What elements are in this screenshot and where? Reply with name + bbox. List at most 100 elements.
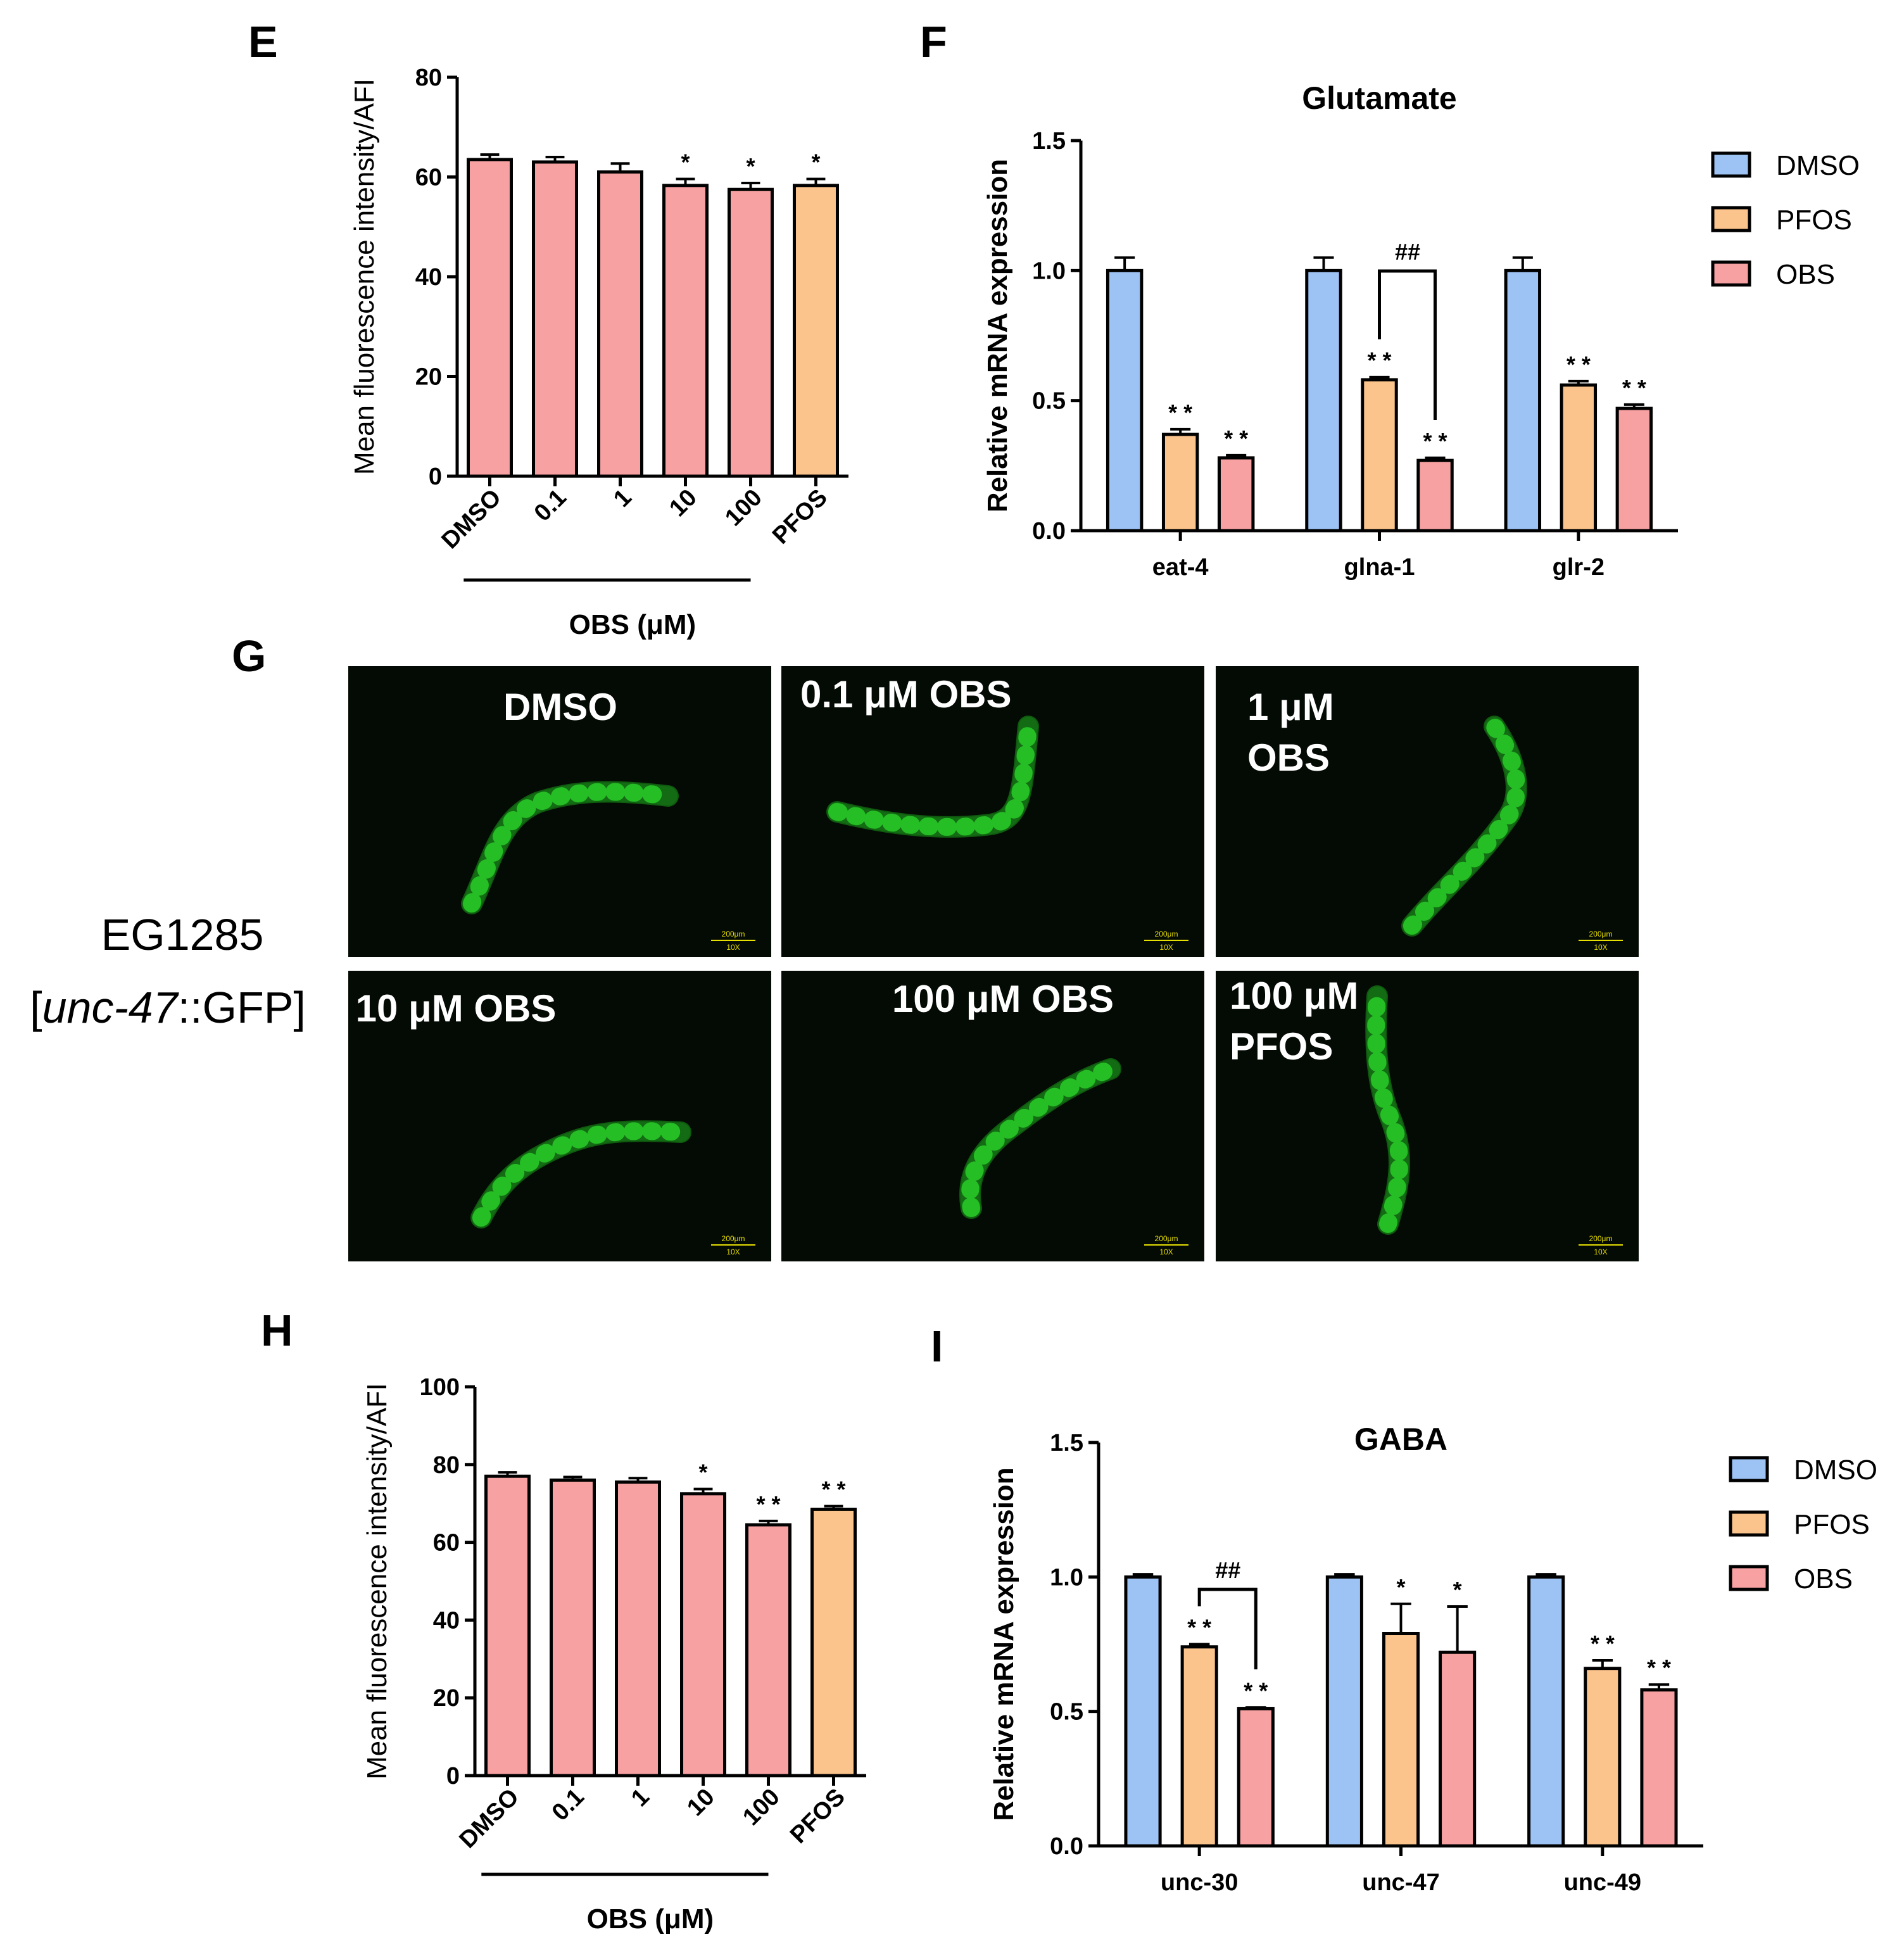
legend-swatch xyxy=(1729,1565,1769,1591)
x-tick-label: unc-49 xyxy=(1564,1869,1641,1896)
significance-label: * * xyxy=(1244,1677,1268,1703)
y-axis-title: Relative mRNA expression xyxy=(982,159,1013,512)
micrograph-tile: 1 μM OBS 200μm 10X xyxy=(1216,666,1639,957)
y-tick-label: 1.0 xyxy=(1032,258,1066,284)
micrograph-background xyxy=(348,666,771,957)
bar xyxy=(615,1480,661,1777)
panel-letter-h: H xyxy=(261,1306,293,1355)
x-tick-label: PFOS xyxy=(785,1784,850,1849)
legend-swatch xyxy=(1729,1456,1769,1482)
x-axis-title: OBS (μM) xyxy=(569,609,696,640)
bar xyxy=(1161,433,1199,533)
worm-glow xyxy=(472,1121,690,1227)
micrograph-label: 100 μM xyxy=(1230,975,1358,1017)
chart-f: 0.0 0.5 1.0 1.5 * * * * eat-4 * * * * glna-1 * * * … xyxy=(982,80,1860,581)
bar xyxy=(1180,1645,1218,1848)
bar xyxy=(1217,456,1255,533)
bar xyxy=(662,184,709,478)
significance-label: * xyxy=(681,149,690,175)
bar xyxy=(1325,1575,1363,1848)
panel-letter-i: I xyxy=(931,1322,943,1371)
bar xyxy=(1416,458,1454,533)
x-tick-label: 0.1 xyxy=(547,1784,589,1826)
x-tick-label: DMSO xyxy=(455,1784,524,1853)
bar xyxy=(1305,268,1342,533)
y-tick-label: 80 xyxy=(433,1452,460,1479)
y-axis-title: Relative mRNA expression xyxy=(988,1467,1019,1821)
legend-label: DMSO xyxy=(1794,1455,1877,1486)
bar xyxy=(1504,268,1542,533)
magnification-label: 10X xyxy=(1594,1247,1607,1256)
bar xyxy=(597,170,643,478)
strain-bracket-open: [ xyxy=(30,983,42,1032)
bracket-label: ## xyxy=(1394,239,1420,265)
magnification-label: 10X xyxy=(1594,943,1607,952)
bar xyxy=(1361,378,1398,533)
strain-suffix: ::GFP] xyxy=(178,983,306,1032)
y-tick-label: 80 xyxy=(415,65,442,91)
bracket-label: ## xyxy=(1215,1557,1240,1583)
bar xyxy=(810,1507,857,1777)
x-tick-label: DMSO xyxy=(437,484,507,554)
micrograph-label: 100 μM OBS xyxy=(892,978,1114,1020)
y-tick-label: 20 xyxy=(415,364,442,391)
micrograph-background xyxy=(781,971,1204,1261)
x-tick-label: 100 xyxy=(720,484,767,532)
worm-neurons xyxy=(828,717,1037,836)
significance-label: * * xyxy=(1622,375,1646,401)
worm-glow xyxy=(1366,987,1409,1234)
micrograph-label-line2: OBS xyxy=(1247,736,1330,779)
worm-glow xyxy=(462,782,678,913)
legend-swatch xyxy=(1711,260,1751,287)
strain-gene: unc-47 xyxy=(42,983,180,1032)
worm-glow xyxy=(961,1059,1120,1218)
scale-bar-label: 200μm xyxy=(1155,1234,1178,1243)
legend-swatch xyxy=(1729,1510,1769,1537)
chart-e: 0 20 40 60 80 DMSO 0.1 1 * 10 * 100 * PFOS OBS (μM) Mea… xyxy=(349,65,848,640)
magnification-label: 10X xyxy=(726,943,740,952)
micrograph-tile: 100 μM PFOS 200μm 10X xyxy=(1216,971,1639,1261)
scale-bar-label: 200μm xyxy=(722,930,745,938)
y-tick-label: 60 xyxy=(415,165,442,191)
y-tick-label: 60 xyxy=(433,1530,460,1556)
bar xyxy=(728,187,774,478)
panel-letter-f: F xyxy=(920,17,947,66)
bar xyxy=(1439,1650,1477,1848)
bar xyxy=(680,1492,726,1777)
legend-label: OBS xyxy=(1794,1563,1853,1594)
micrograph-background xyxy=(348,971,771,1261)
y-tick-label: 100 xyxy=(420,1374,460,1401)
significance-label: * xyxy=(1396,1574,1405,1600)
micrograph-tile: 10 μM OBS 200μm 10X xyxy=(348,971,771,1261)
bar xyxy=(550,1478,596,1777)
y-tick-label: 40 xyxy=(415,264,442,291)
y-tick-label: 0 xyxy=(429,464,442,490)
significance-label: * * xyxy=(821,1476,845,1502)
panel-letter-g: G xyxy=(232,631,266,681)
significance-label: * xyxy=(811,149,820,175)
x-tick-label: PFOS xyxy=(767,484,833,550)
significance-label: * * xyxy=(1224,426,1248,451)
magnification-label: 10X xyxy=(1159,943,1173,952)
worm-neurons xyxy=(961,1060,1119,1217)
bar xyxy=(532,160,578,478)
x-tick-label: 1 xyxy=(626,1784,655,1812)
strain-genotype: [unc-47::GFP] xyxy=(30,983,306,1032)
significance-label: * * xyxy=(1367,348,1391,374)
legend-label: DMSO xyxy=(1776,150,1860,181)
micrograph-label: DMSO xyxy=(503,686,617,728)
bar xyxy=(1640,1688,1678,1848)
y-tick-label: 0.0 xyxy=(1032,518,1066,545)
legend-label: PFOS xyxy=(1794,1509,1870,1540)
significance-label: * xyxy=(698,1459,707,1485)
significance-label: * * xyxy=(1567,351,1591,377)
significance-label: * xyxy=(746,153,755,179)
significance-label: * * xyxy=(1168,400,1192,426)
magnification-label: 10X xyxy=(1159,1247,1173,1256)
chart-h: 0 20 40 60 80 100 DMSO 0.1 1 * 10 * * 100 * * PFOS OBS … xyxy=(362,1374,866,1935)
chart-title: Glutamate xyxy=(1302,80,1457,116)
y-tick-label: 0.5 xyxy=(1032,388,1066,415)
worm-neurons xyxy=(472,1122,690,1227)
worm-glow xyxy=(828,717,1038,837)
micrograph-tile: 0.1 μM OBS 200μm 10X xyxy=(781,666,1204,957)
